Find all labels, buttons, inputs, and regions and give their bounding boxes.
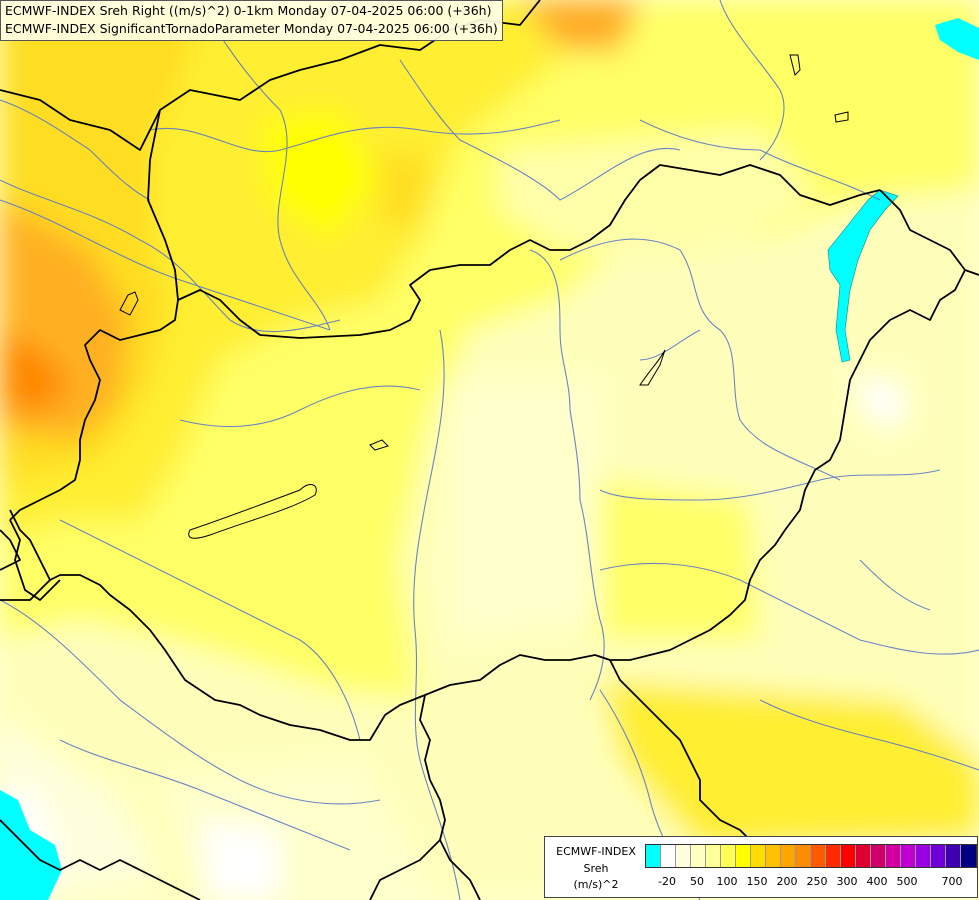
map-title-line2: ECMWF-INDEX SignificantTornadoParameter … xyxy=(5,21,498,36)
legend-swatch xyxy=(781,845,796,867)
legend-swatch xyxy=(916,845,931,867)
legend-swatch xyxy=(646,845,661,867)
legend-swatch xyxy=(871,845,886,867)
legend-swatch xyxy=(751,845,766,867)
color-legend: ECMWF-INDEX Sreh (m/s)^2 -20 50 100 150 200 2… xyxy=(544,836,978,898)
legend-tick-label: 250 xyxy=(806,875,828,888)
legend-swatch xyxy=(841,845,856,867)
legend-tick-label: 150 xyxy=(746,875,768,888)
legend-tick-label: 100 xyxy=(716,875,738,888)
lakes xyxy=(0,18,979,900)
lake-southwest xyxy=(0,790,62,900)
legend-color-bar xyxy=(645,844,977,868)
legend-swatch xyxy=(676,845,691,867)
legend-tick-label: 50 xyxy=(690,875,704,888)
map-title-line1: ECMWF-INDEX Sreh Right ((m/s)^2) 0-1km M… xyxy=(5,3,492,18)
legend-unit: (m/s)^2 xyxy=(573,878,619,891)
legend-swatch xyxy=(796,845,811,867)
legend-swatch xyxy=(886,845,901,867)
legend-swatch xyxy=(766,845,781,867)
legend-swatch xyxy=(826,845,841,867)
legend-swatch xyxy=(736,845,751,867)
legend-tick-label: 400 xyxy=(866,875,888,888)
legend-tick-label: 200 xyxy=(776,875,798,888)
legend-swatch xyxy=(931,845,946,867)
legend-tick-label: 300 xyxy=(836,875,858,888)
legend-tick-label: 500 xyxy=(896,875,918,888)
legend-swatch xyxy=(691,845,706,867)
legend-tick-label: -20 xyxy=(658,875,676,888)
legend-title: ECMWF-INDEX xyxy=(556,845,636,858)
legend-swatch xyxy=(856,845,871,867)
legend-swatch xyxy=(661,845,676,867)
legend-swatch xyxy=(901,845,916,867)
lake-northeast xyxy=(935,18,979,60)
legend-swatch xyxy=(811,845,826,867)
legend-swatch xyxy=(721,845,736,867)
legend-swatch xyxy=(706,845,721,867)
legend-swatch xyxy=(946,845,961,867)
legend-tick-label: 700 xyxy=(941,875,963,888)
legend-variable: Sreh xyxy=(583,862,609,875)
small-lakes xyxy=(119,54,849,539)
lake-east xyxy=(827,189,899,363)
map-title-box: ECMWF-INDEX Sreh Right ((m/s)^2) 0-1km M… xyxy=(0,0,503,41)
legend-swatch xyxy=(961,845,976,867)
